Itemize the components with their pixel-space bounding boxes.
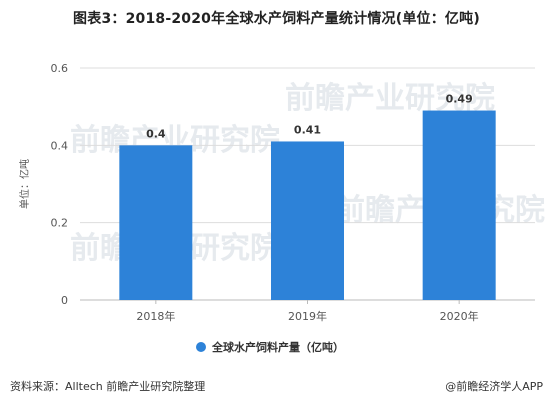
- data-label: 0.41: [294, 123, 321, 136]
- y-axis-label: 单位：亿吨: [18, 159, 31, 209]
- y-tick-label: 0.2: [51, 217, 69, 230]
- y-tick-label: 0.6: [51, 62, 69, 75]
- x-tick-label: 2019年: [288, 309, 327, 323]
- data-label: 0.49: [446, 93, 473, 106]
- y-axis-ticks: 0 0.2 0.4 0.6: [51, 62, 69, 307]
- legend-label: 全球水产饲料产量（亿吨）: [211, 340, 344, 354]
- legend: 全球水产饲料产量（亿吨）: [196, 340, 344, 354]
- legend-marker: [196, 342, 206, 352]
- y-tick-label: 0.4: [51, 139, 69, 152]
- y-tick-label: 0: [61, 294, 68, 307]
- source-note: 资料来源：Alltech 前瞻产业研究院整理: [10, 380, 206, 393]
- brand-credit: @前瞻经济学人APP: [445, 380, 543, 393]
- x-axis-ticks: 2018年 2019年 2020年: [136, 300, 479, 323]
- bar: [422, 110, 496, 301]
- bar: [271, 141, 344, 300]
- chart-title: 图表3：2018-2020年全球水产饲料产量统计情况(单位：亿吨): [73, 11, 480, 27]
- x-tick-label: 2020年: [440, 309, 479, 323]
- watermark-text: 前瞻产业研究院: [285, 81, 495, 116]
- bar: [119, 145, 193, 300]
- bars: 0.4 0.41 0.49: [119, 93, 496, 301]
- x-tick-label: 2018年: [136, 309, 175, 323]
- data-label: 0.4: [146, 127, 166, 140]
